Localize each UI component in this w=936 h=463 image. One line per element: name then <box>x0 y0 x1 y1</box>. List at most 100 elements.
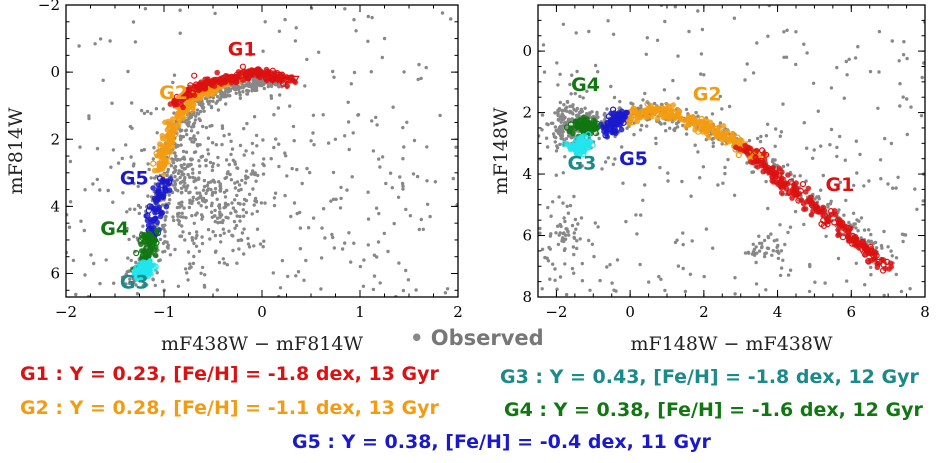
observed-point <box>693 143 697 147</box>
observed-point <box>194 213 198 217</box>
observed-point <box>305 57 309 62</box>
observed-point <box>222 261 227 265</box>
observed-point <box>140 148 144 153</box>
observed-point <box>556 242 561 247</box>
marker-g5 <box>602 132 609 139</box>
observed-point <box>696 150 700 154</box>
observed-point <box>151 157 155 161</box>
observed-point <box>71 258 76 263</box>
observed-point <box>219 240 223 244</box>
point-g1 <box>776 179 783 185</box>
observed-point <box>136 184 140 189</box>
observed-point <box>890 254 894 258</box>
observed-point <box>179 163 183 168</box>
observed-point <box>242 252 246 256</box>
marker-g1 <box>786 189 793 196</box>
observed-point <box>182 184 186 188</box>
observed-point <box>93 42 97 46</box>
marker-g3 <box>573 144 581 152</box>
observed-point <box>232 219 237 224</box>
observed-point <box>764 134 769 138</box>
observed-point <box>562 248 567 253</box>
marker-g5 <box>145 207 152 214</box>
point-g4 <box>590 117 597 124</box>
observed-point <box>225 171 230 176</box>
observed-point <box>538 231 542 235</box>
observed-point <box>95 146 100 151</box>
observed-point <box>593 63 598 68</box>
observed-point <box>204 205 209 209</box>
observed-point <box>199 195 203 200</box>
marker-g2 <box>636 113 643 120</box>
observed-point <box>590 242 595 246</box>
observed-point <box>309 139 313 143</box>
triangle-g1 <box>281 77 291 86</box>
observed-point <box>273 191 278 195</box>
point-g2 <box>689 114 696 120</box>
observed-point <box>217 203 222 207</box>
observed-point <box>376 240 381 244</box>
observed-point <box>645 36 649 40</box>
observed-point <box>595 110 599 115</box>
observed-point <box>216 163 220 167</box>
observed-point <box>210 165 215 169</box>
observed-point <box>816 109 820 113</box>
observed-point <box>785 28 789 32</box>
observed-point <box>412 138 417 143</box>
observed-point <box>211 161 215 166</box>
observed-point <box>606 19 610 23</box>
observed-point <box>419 76 423 81</box>
observed-point <box>905 132 909 137</box>
observed-point <box>180 203 184 208</box>
observed-point <box>666 171 670 175</box>
observed-point <box>231 206 236 210</box>
observed-point <box>580 164 584 168</box>
observed-point <box>181 230 185 234</box>
observed-point <box>246 175 250 180</box>
observed-point <box>574 227 578 231</box>
observed-point <box>173 165 178 169</box>
observed-point <box>384 181 388 186</box>
observed-point <box>402 70 406 74</box>
observed-point <box>283 193 287 198</box>
observed-point <box>612 95 617 100</box>
observed-point <box>366 39 370 43</box>
observed-point <box>185 132 189 137</box>
observed-point <box>858 152 862 157</box>
observed-point <box>215 288 219 292</box>
observed-point <box>293 39 298 43</box>
observed-point <box>210 141 215 145</box>
observed-point <box>161 241 166 245</box>
observed-point <box>417 62 421 67</box>
observed-point <box>101 78 105 83</box>
observed-point <box>173 169 177 174</box>
observed-point <box>561 130 565 134</box>
observed-point <box>606 156 611 160</box>
observed-point <box>197 249 202 253</box>
point-g1 <box>202 81 208 87</box>
y-tick-label: 8 <box>522 288 532 306</box>
observed-point <box>826 202 830 207</box>
observed-point <box>600 167 604 171</box>
observed-point <box>676 96 680 100</box>
observed-point <box>200 241 205 246</box>
marker-g3 <box>133 267 140 274</box>
observed-point <box>199 204 203 208</box>
x-tick-label: 6 <box>847 303 857 321</box>
observed-point <box>899 289 904 294</box>
observed-point <box>233 198 237 202</box>
observed-point <box>569 92 573 96</box>
observed-point <box>178 137 183 142</box>
observed-point <box>169 164 173 168</box>
observed-point <box>863 283 867 287</box>
group-label-g3: G3 <box>120 272 149 294</box>
observed-point <box>563 233 568 237</box>
observed-point <box>278 286 283 290</box>
observed-point <box>230 147 235 151</box>
x-tick-label: 2 <box>699 303 709 321</box>
point-g1 <box>835 227 841 233</box>
observed-point <box>201 188 206 192</box>
observed-point <box>572 194 576 199</box>
observed-point <box>188 262 192 266</box>
observed-point <box>354 29 358 33</box>
